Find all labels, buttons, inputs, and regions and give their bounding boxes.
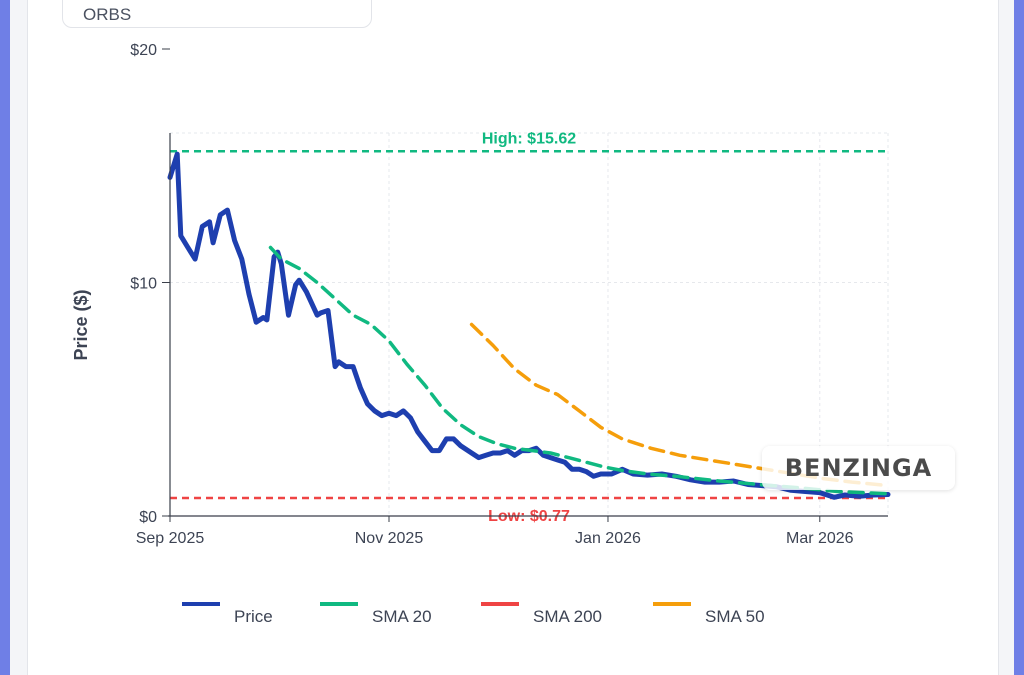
price-line (167, 151, 891, 500)
legend: Price SMA 20 SMA 200 SMA 50 (182, 602, 765, 626)
y-tick-label: $20 (130, 42, 157, 59)
chart-card (27, 0, 999, 675)
x-tick-label: Nov 2025 (355, 530, 424, 547)
legend-label: SMA 200 (533, 607, 602, 626)
legend-label: SMA 50 (705, 607, 765, 626)
y-tick-label: $0 (139, 509, 157, 526)
benzinga-watermark: BENZINGA (762, 446, 955, 490)
x-tick-label: Sep 2025 (136, 530, 205, 547)
sma-20-line (268, 245, 890, 496)
y-tick-label: $10 (130, 276, 157, 293)
page-background (10, 0, 1014, 675)
ticker-label: ORBS (83, 5, 132, 24)
ticker-chip[interactable]: ORBS (62, 0, 372, 28)
high-label: High: $15.62 (482, 130, 576, 147)
x-tick-label: Mar 2026 (786, 530, 854, 547)
axes: Sep 2025 Nov 2025 Jan 2026 Mar 2026 $0 $10 $20 (130, 42, 888, 547)
y-axis-title: Price ($) (71, 289, 91, 360)
legend-label: SMA 20 (372, 607, 432, 626)
x-tick-label: Jan 2026 (575, 530, 641, 547)
legend-label: Price (234, 607, 273, 626)
